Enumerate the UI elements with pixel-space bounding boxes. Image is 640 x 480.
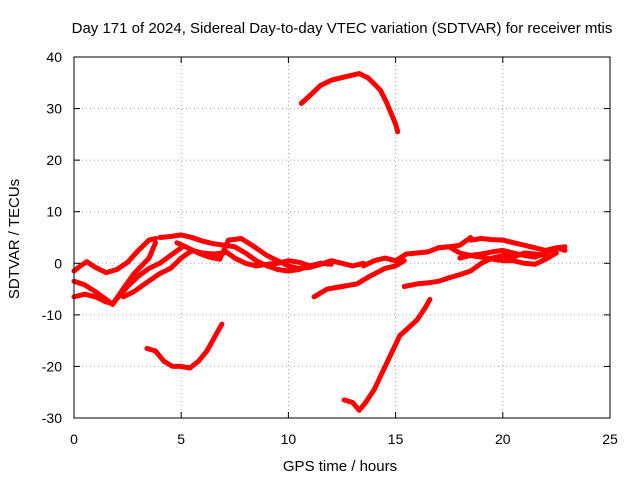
series-line-arc-14: [436, 244, 568, 260]
series-line-arc-11: [311, 258, 407, 300]
y-tick-label: 0: [54, 255, 62, 271]
ticks-layer: 0 5 10 15 20 25 -30 -20 -10 0 10 20 30 40: [42, 49, 618, 447]
series-line-arc-9: [298, 71, 401, 135]
series-line-arc-7: [221, 247, 324, 269]
series-line-arc-1: [71, 236, 158, 276]
series-line-arc-4: [120, 247, 227, 300]
y-tick-label: 40: [46, 49, 62, 65]
series-line-arc-10: [341, 296, 433, 413]
x-tick-label: 25: [602, 431, 618, 447]
y-tick-label: 30: [46, 101, 62, 117]
series-line-arc-6: [174, 236, 366, 271]
plot-frame: [73, 56, 611, 419]
series-line-arc-3: [71, 245, 184, 306]
series-line-arc-16: [457, 250, 559, 267]
series-line-arc-15: [468, 236, 568, 253]
chart-title: Day 171 of 2024, Sidereal Day-to-day VTE…: [72, 20, 613, 37]
x-tick-label: 15: [388, 431, 404, 447]
y-tick-label: -30: [42, 410, 62, 426]
series-layer: [71, 71, 568, 413]
series-line-arc-8: [144, 321, 225, 371]
y-axis-label: SDTVAR / TECUs: [6, 179, 23, 299]
x-tick-label: 10: [281, 431, 297, 447]
x-tick-label: 0: [70, 431, 78, 447]
x-axis-label: GPS time / hours: [283, 458, 397, 475]
x-tick-label: 5: [177, 431, 185, 447]
y-tick-label: 20: [46, 152, 62, 168]
y-tick-label: -20: [42, 358, 62, 374]
y-tick-label: 10: [46, 204, 62, 220]
y-tick-label: -10: [42, 307, 62, 323]
x-tick-label: 20: [495, 431, 511, 447]
